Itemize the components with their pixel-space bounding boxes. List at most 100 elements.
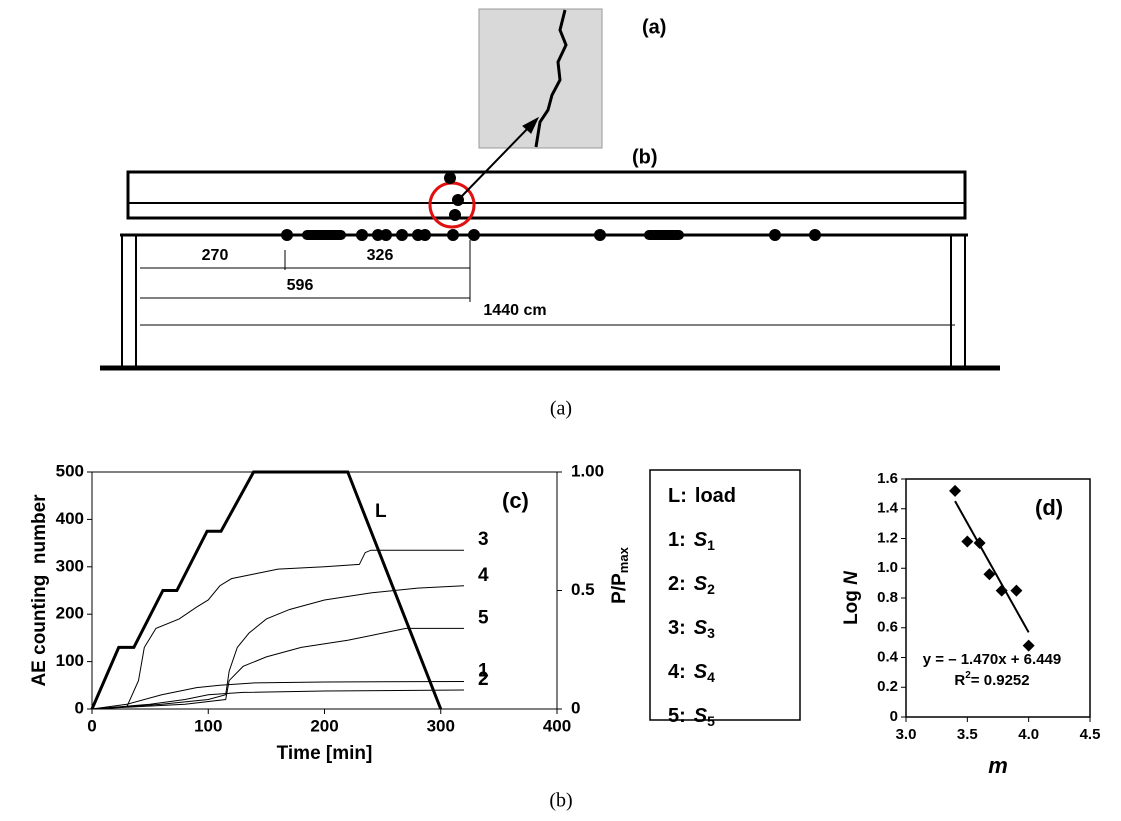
- data-point: [983, 568, 996, 581]
- y-tick-label: 1.6: [877, 470, 898, 487]
- series-line: [91, 689, 465, 710]
- y-axis-label-italic: N: [841, 570, 862, 585]
- x-tick-label: 4.5: [1080, 726, 1101, 743]
- x-axis-label: Time [min]: [277, 743, 373, 764]
- y2-axis-label-main: P/P: [609, 573, 630, 604]
- series-label: 1: [478, 661, 489, 682]
- series-label: 2: [478, 669, 489, 690]
- y-tick-label: 400: [56, 509, 84, 528]
- legend-sub: 5: [707, 713, 715, 729]
- r2-value: = 0.9252: [971, 672, 1030, 689]
- trend-line: [954, 500, 1030, 633]
- series-line: [91, 627, 464, 710]
- legend-name: load: [695, 485, 736, 507]
- arrow-head: [522, 116, 540, 134]
- y2-tick-label: 0: [571, 698, 580, 717]
- beam-top: [126, 170, 967, 220]
- r2-prefix: R: [954, 672, 965, 689]
- y-tick-label: 200: [56, 604, 84, 623]
- arrow: [461, 123, 533, 197]
- beam-label: (b): [632, 146, 658, 168]
- legend-name: S: [694, 617, 708, 639]
- data-point: [1010, 584, 1023, 597]
- legend-key: L:: [668, 485, 687, 507]
- x-tick-label: 100: [194, 716, 222, 735]
- y-tick-label: 1.4: [877, 500, 899, 517]
- x-tick-label: 3.5: [957, 726, 978, 743]
- legend-box: [649, 469, 801, 721]
- dimension-label: 270: [202, 247, 229, 264]
- series-line: [91, 549, 464, 710]
- y-tick-label: 0.4: [877, 648, 899, 665]
- data-point: [1022, 639, 1035, 652]
- legend-key: 1:: [668, 529, 686, 551]
- y-tick-label: 0.8: [877, 589, 898, 606]
- legend-name: S: [694, 705, 708, 727]
- legend-key: 3:: [668, 617, 686, 639]
- legend-entry: 4: S4: [668, 661, 715, 684]
- y-tick-label: 0.2: [877, 678, 898, 695]
- y2-axis-label: P/Pmax: [609, 546, 631, 603]
- legend-key: 2:: [668, 573, 686, 595]
- caption: (b): [549, 790, 572, 812]
- legend-entry: 3: S3: [668, 617, 715, 640]
- annotation: (c): [502, 488, 529, 513]
- series-label: 3: [478, 529, 489, 550]
- y2-axis-label-sub: max: [616, 546, 631, 573]
- y-tick-label: 1.0: [877, 559, 898, 576]
- data-point: [961, 535, 974, 548]
- support-left: [121, 234, 137, 368]
- y-axis-label: AE counting number: [29, 494, 50, 687]
- legend-sub: 1: [707, 537, 715, 553]
- y-axis-label-main: Log: [841, 585, 862, 625]
- y-axis-label: Log N: [841, 570, 862, 625]
- series-line: [91, 681, 465, 710]
- fit-r2: R2= 0.9252: [954, 670, 1029, 689]
- y2-tick-label: 1.00: [571, 461, 604, 480]
- r2-sup: 2: [965, 670, 971, 681]
- legend-name: S: [694, 661, 708, 683]
- series-label: 5: [478, 607, 489, 628]
- series-line: [91, 585, 465, 710]
- dimension-label: 596: [287, 277, 314, 294]
- support-right: [950, 234, 966, 368]
- x-tick-label: 300: [427, 716, 455, 735]
- inset-label: (a): [642, 16, 666, 38]
- legend-name: S: [694, 529, 708, 551]
- x-tick-label: 400: [543, 716, 571, 735]
- fit-equation: y = – 1.470x + 6.449: [923, 651, 1061, 668]
- y-tick-label: 0: [75, 698, 84, 717]
- series-label: 4: [478, 565, 489, 586]
- legend-name: S: [694, 573, 708, 595]
- x-axis-label: m: [988, 753, 1008, 778]
- crack: [534, 9, 568, 148]
- x-tick-label: 3.0: [896, 726, 917, 743]
- y-tick-label: 1.2: [877, 529, 898, 546]
- x-tick-label: 0: [87, 716, 96, 735]
- ae-sources: [281, 172, 821, 241]
- y-tick-label: 100: [56, 651, 84, 670]
- legend-entry: 5: S5: [668, 705, 715, 728]
- y-tick-label: 500: [56, 461, 84, 480]
- legend-entry: L: load: [668, 485, 736, 507]
- series-label: L: [375, 501, 387, 522]
- beam-diagram: [100, 8, 1000, 371]
- dimension-label: 1440 cm: [483, 302, 546, 319]
- y-tick-label: 300: [56, 556, 84, 575]
- caption: (a): [550, 398, 572, 420]
- x-tick-label: 4.0: [1018, 726, 1039, 743]
- legend-entry: 1: S1: [668, 529, 715, 552]
- legend-sub: 2: [707, 581, 715, 597]
- series-line: [90, 470, 443, 710]
- y-tick-label: 0.6: [877, 619, 898, 636]
- legend-sub: 3: [707, 625, 715, 641]
- y2-tick-label: 0.5: [571, 580, 595, 599]
- legend-entry: 2: S2: [668, 573, 715, 596]
- x-tick-label: 200: [310, 716, 338, 735]
- dimension-label: 326: [367, 247, 394, 264]
- legend-key: 5:: [668, 705, 686, 727]
- annotation: (d): [1035, 495, 1063, 520]
- legend-key: 4:: [668, 661, 686, 683]
- data-point: [949, 484, 962, 497]
